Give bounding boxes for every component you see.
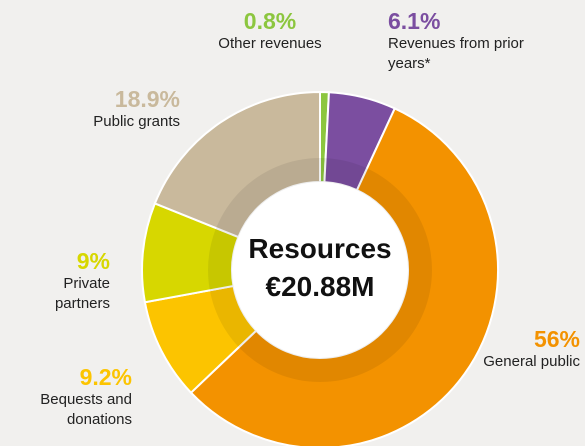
value-label: 0.8% — [243, 8, 297, 34]
label: 9% Private partners — [20, 248, 110, 314]
center-disc — [232, 182, 408, 358]
center-value: €20.88M — [266, 271, 375, 302]
value-label: 6.1% — [388, 8, 441, 34]
category-label: Public grants — [93, 113, 180, 130]
label: 56% General public — [470, 326, 580, 372]
label: 18.9% Public grants — [80, 86, 180, 132]
label: 0.8% Other revenues — [200, 8, 340, 54]
label: 9.2% Bequests and donations — [0, 364, 132, 430]
center-title: Resources — [248, 233, 391, 264]
category-label: Other revenues — [218, 35, 322, 52]
value-label: 56% — [533, 326, 580, 352]
category-label: Revenues from prior years* — [388, 35, 524, 72]
value-label: 18.9% — [114, 86, 180, 112]
category-label: Bequests and donations — [40, 391, 132, 428]
category-label: Private partners — [54, 275, 110, 312]
value-label: 9.2% — [79, 364, 132, 390]
label: 6.1% Revenues from prior years* — [388, 8, 538, 74]
value-label: 9% — [76, 248, 110, 274]
category-label: General public — [483, 353, 580, 370]
